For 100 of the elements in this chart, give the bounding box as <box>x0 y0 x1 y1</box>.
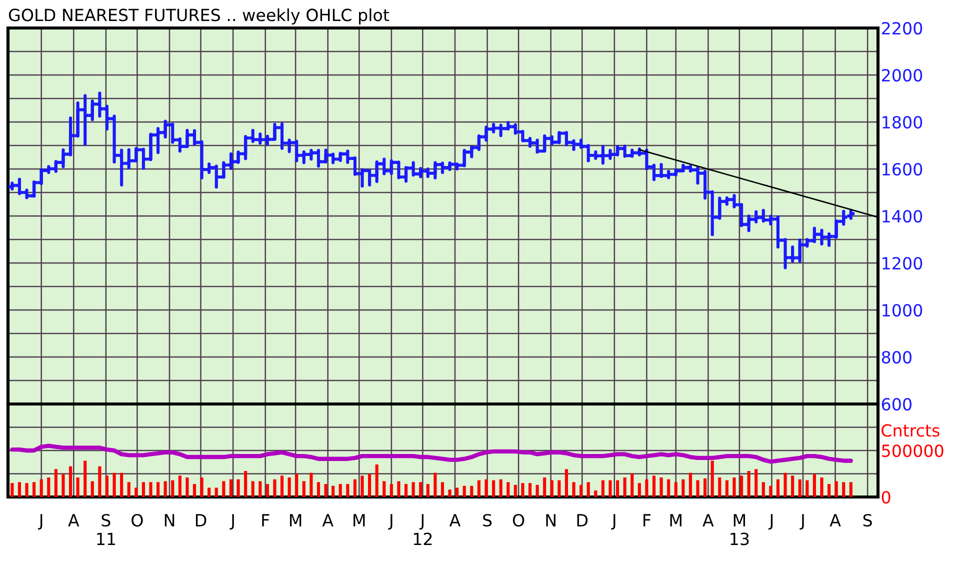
bar <box>470 486 474 497</box>
bar <box>718 477 722 497</box>
bar <box>754 469 758 497</box>
bar <box>419 482 422 497</box>
bar <box>105 476 109 497</box>
x-tick-label: D <box>577 514 588 526</box>
bar <box>762 482 765 497</box>
bar <box>456 488 459 497</box>
bar <box>688 472 692 497</box>
bar <box>608 480 612 497</box>
bar <box>288 477 291 497</box>
bar <box>828 484 831 497</box>
bar <box>316 482 320 497</box>
bar <box>601 480 604 497</box>
bar <box>40 479 43 497</box>
y-tick-label: 500000 <box>882 444 944 458</box>
x-tick-label: N <box>164 514 174 526</box>
bar <box>594 490 598 497</box>
bar <box>586 482 590 497</box>
bar <box>638 483 641 497</box>
bar <box>178 476 182 497</box>
bar <box>806 480 809 497</box>
x-tick-label: A <box>68 514 80 526</box>
bar <box>528 483 532 497</box>
x-tick-label: M 13 <box>730 514 749 546</box>
x-tick-label: A <box>702 514 714 526</box>
bar <box>112 472 116 497</box>
bar <box>310 472 313 497</box>
bar <box>704 478 707 497</box>
bar <box>434 472 437 497</box>
bar <box>390 484 393 497</box>
bar <box>492 480 496 497</box>
bar <box>375 464 378 497</box>
x-tick-label: S <box>863 514 872 527</box>
x-tick-label: O <box>512 514 524 527</box>
bar <box>353 479 356 497</box>
bar <box>208 488 211 497</box>
bar <box>536 484 539 497</box>
y-tick-label: 1400 <box>882 210 922 223</box>
bar <box>192 484 196 497</box>
bar <box>580 484 583 497</box>
bar <box>142 482 145 497</box>
x-tick-label: J <box>800 514 804 530</box>
bar <box>514 484 517 497</box>
bar <box>32 482 36 497</box>
bar <box>62 474 65 497</box>
bar <box>564 469 568 497</box>
bar <box>696 480 700 497</box>
bar <box>506 482 510 497</box>
bar <box>834 481 838 497</box>
bar <box>120 472 124 497</box>
chart-title: GOLD NEAREST FUTURES .. weekly OHLC plot <box>8 8 390 25</box>
bar <box>791 476 794 497</box>
bar <box>25 483 28 497</box>
bar <box>798 479 802 497</box>
bar <box>499 479 502 497</box>
x-tick-label: J 12 <box>414 514 432 545</box>
bar <box>164 481 167 497</box>
bar <box>360 476 364 497</box>
x-tick-label: A <box>449 514 461 526</box>
bar <box>784 472 787 497</box>
bar <box>462 486 466 497</box>
bar <box>229 479 232 497</box>
bar <box>572 482 576 497</box>
bar <box>667 479 670 497</box>
bar <box>346 484 350 497</box>
bar <box>645 479 648 497</box>
bar <box>849 482 852 497</box>
bar <box>368 474 372 497</box>
bar <box>397 481 400 497</box>
bar <box>426 484 430 497</box>
bar <box>156 482 160 497</box>
bar <box>710 460 714 497</box>
bar <box>521 483 524 497</box>
bar <box>90 481 94 497</box>
bar <box>652 476 656 497</box>
y-tick-label: 1200 <box>882 256 922 270</box>
line-series <box>10 444 853 464</box>
y-tick-label: 2000 <box>882 68 922 82</box>
bar <box>440 482 444 497</box>
bar <box>812 474 816 497</box>
bar <box>295 474 298 497</box>
x-tick-label: A <box>830 514 841 526</box>
x-tick-label: J <box>38 514 42 530</box>
y-tick-label: 1800 <box>882 116 922 129</box>
bar <box>404 484 408 497</box>
bar <box>273 479 276 497</box>
bar <box>76 477 80 497</box>
bar <box>54 469 58 497</box>
x-tick-label: S <box>483 514 492 527</box>
y-tick-label: 800 <box>882 350 912 364</box>
y-tick-label: 1600 <box>882 162 922 176</box>
x-tick-label: A <box>322 514 334 526</box>
x-tick-label: J <box>230 514 234 530</box>
bar <box>332 486 335 497</box>
bar <box>725 480 728 497</box>
bar <box>558 480 561 497</box>
x-tick-label: M <box>290 514 302 526</box>
bar <box>258 481 262 497</box>
bar <box>484 479 488 497</box>
